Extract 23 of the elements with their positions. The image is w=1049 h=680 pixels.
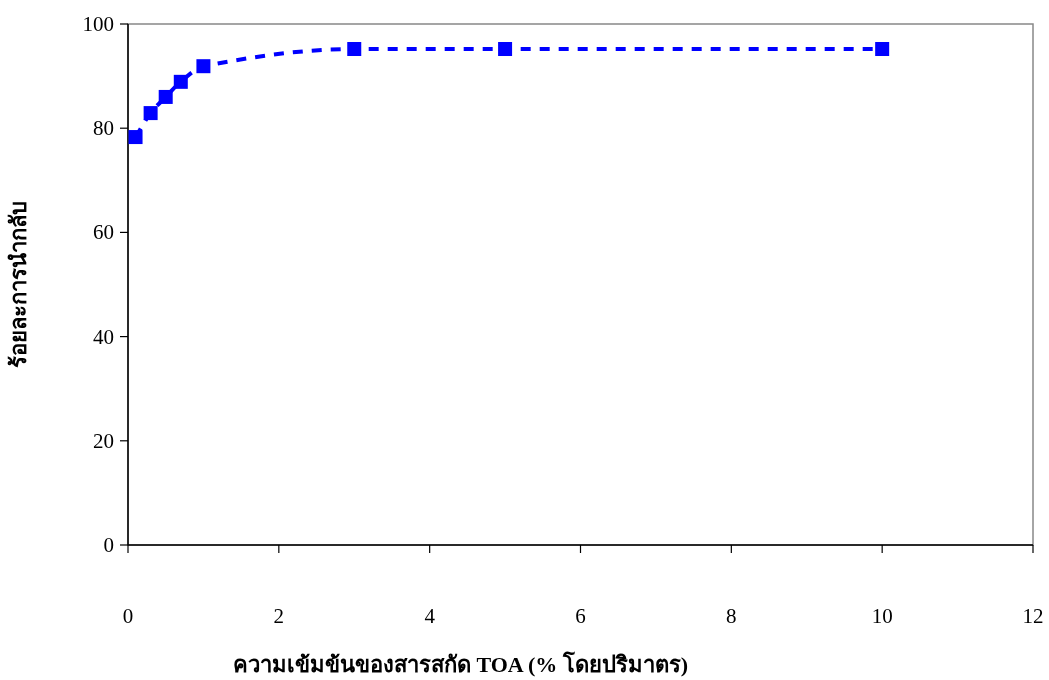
point bbox=[347, 42, 362, 57]
x-tick-label: 2 bbox=[273, 604, 285, 628]
point bbox=[196, 59, 211, 74]
x-tick-label: 12 bbox=[1022, 604, 1044, 628]
y-tick-label: 20 bbox=[93, 428, 114, 453]
x-tick-label: 10 bbox=[871, 604, 893, 628]
point bbox=[875, 42, 890, 57]
x-axis-title: ความเข้มข้นของสารสกัด TOA (% โดยปริมาตร) bbox=[232, 651, 689, 677]
x-tick-label: 0 bbox=[122, 604, 134, 628]
point bbox=[143, 106, 158, 121]
x-tick-label: 6 bbox=[575, 604, 586, 628]
x-tick-label: 8 bbox=[726, 604, 737, 628]
y-tick-label: 100 bbox=[82, 12, 114, 36]
y-tick-label: 60 bbox=[93, 220, 114, 245]
y-tick-label: 80 bbox=[93, 116, 114, 141]
y-axis-title: ร้อยละการนำกลับ bbox=[6, 201, 31, 368]
y-tick-label: 40 bbox=[93, 324, 114, 349]
point bbox=[128, 130, 143, 145]
x-tick-label: 4 bbox=[424, 604, 436, 628]
point bbox=[173, 74, 188, 89]
point bbox=[158, 89, 173, 104]
y-tick-label: 0 bbox=[103, 533, 114, 557]
point bbox=[498, 42, 513, 57]
